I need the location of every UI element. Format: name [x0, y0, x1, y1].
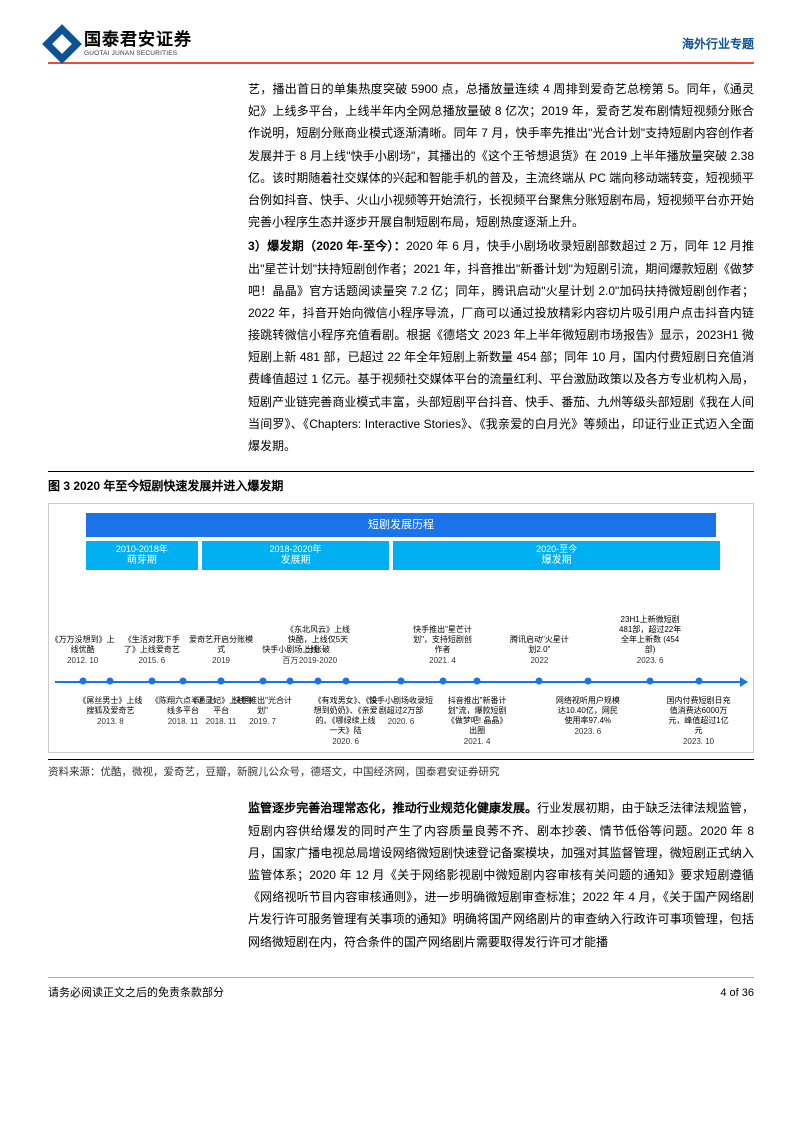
para3-body: 行业发展初期，由于缺乏法律法规监管，短剧内容供给爆发的同时产生了内容质量良莠不齐… [248, 801, 754, 948]
timeline-label: 爱奇艺开启分账模式2019 [188, 635, 254, 666]
timeline-label: 《屌丝男士》上线搜狐及爱奇艺2013. 8 [77, 696, 143, 727]
timeline-point [474, 678, 481, 685]
timeline-point [584, 678, 591, 685]
body-text-block-2: 监管逐步完善治理常态化，推动行业规范化健康发展。行业发展初期，由于缺乏法律法规监… [248, 797, 754, 952]
timeline-phase-row: 2010-2018年萌芽期2018-2020年发展期2020-至今爆发期 [85, 540, 717, 571]
timeline-area: 《万万没想到》上线优酷2012. 10《屌丝男士》上线搜狐及爱奇艺2013. 8… [55, 611, 747, 751]
timeline-point [218, 678, 225, 685]
timeline-label: 《生活对我下手了》上线爱奇艺2015. 6 [119, 635, 185, 666]
timeline-point [647, 678, 654, 685]
page-header: 国泰君安证券 GUOTAI JUNAN SECURITIES 海外行业专题 [48, 30, 754, 64]
figure-caption: 图 3 2020 年至今短剧快速发展并进入爆发期 [48, 471, 754, 496]
timeline-point [107, 678, 114, 685]
timeline-label: 快手小剧场收录短剧超过2万部2020. 6 [368, 696, 434, 727]
company-logo: 国泰君安证券 GUOTAI JUNAN SECURITIES [48, 30, 192, 58]
timeline-label: 《万万没想到》上线优酷2012. 10 [50, 635, 116, 666]
timeline-point [695, 678, 702, 685]
para2-lead: 3）爆发期（2020 年-至今）： [248, 239, 406, 253]
body-text-block-1: 艺，播出首日的单集热度突破 5900 点，总播放量连续 4 周排到爱奇艺总榜第 … [248, 78, 754, 457]
timeline-point [148, 678, 155, 685]
timeline-label: 23H1上新微短剧481部，超过22年全年上新数 (454部)2023. 6 [617, 615, 683, 666]
phase-cell: 2020-至今爆发期 [392, 540, 721, 571]
timeline-point [314, 678, 321, 685]
paragraph-1: 艺，播出首日的单集热度突破 5900 点，总播放量连续 4 周排到爱奇艺总榜第 … [248, 78, 754, 233]
timeline-label: 快手推出"星芒计划"，支持短剧创作者2021. 4 [410, 625, 476, 666]
timeline-point [342, 678, 349, 685]
phase-cell: 2010-2018年萌芽期 [85, 540, 199, 571]
timeline-label: 国内付费短剧日充值消费达6000万元，峰值超过1亿元2023. 10 [666, 696, 732, 747]
logo-mark-icon [42, 24, 82, 64]
timeline-label: 抖音推出"新番计划"流，爆款短剧《做梦吧! 晶晶》出圈2021. 4 [444, 696, 510, 747]
paragraph-2: 3）爆发期（2020 年-至今）：2020 年 6 月，快手小剧场收录短剧部数超… [248, 235, 754, 457]
timeline-point [536, 678, 543, 685]
timeline-point [259, 678, 266, 685]
para3-lead: 监管逐步完善治理常态化，推动行业规范化健康发展。 [248, 801, 537, 815]
timeline-point [439, 678, 446, 685]
timeline-point [287, 678, 294, 685]
page-footer: 请务必阅读正文之后的免责条款部分 4 of 36 [48, 977, 754, 1003]
footer-page-number: 4 of 36 [720, 984, 754, 1003]
timeline-point [79, 678, 86, 685]
figure-source: 资料来源：优酷，微视，爱奇艺，豆瓣，新腕儿公众号，德塔文，中国经济网，国泰君安证… [48, 759, 754, 782]
timeline-label: 网络视听用户规模达10.40亿，网民使用率97.4%2023. 6 [555, 696, 621, 737]
timeline-label: 腾讯启动"火星计划2.0"2022 [506, 635, 572, 666]
timeline-point [398, 678, 405, 685]
timeline-diagram: 短剧发展历程 2010-2018年萌芽期2018-2020年发展期2020-至今… [48, 503, 754, 753]
logo-en-text: GUOTAI JUNAN SECURITIES [84, 50, 192, 57]
header-section-label: 海外行业专题 [682, 34, 754, 54]
timeline-point [180, 678, 187, 685]
para2-body: 2020 年 6 月，快手小剧场收录短剧部数超过 2 万，同年 12 月推出"星… [248, 239, 754, 453]
phase-cell: 2018-2020年发展期 [201, 540, 391, 571]
timeline-banner: 短剧发展历程 [85, 512, 717, 539]
timeline-label: 《东北风云》上线快酷，上线仅5天分账破2019-2020 [285, 625, 351, 666]
logo-cn-text: 国泰君安证券 [84, 31, 192, 50]
timeline-label: 快手推出"光合计划"2019. 7 [230, 696, 296, 727]
footer-disclaimer: 请务必阅读正文之后的免责条款部分 [48, 984, 224, 1003]
paragraph-3: 监管逐步完善治理常态化，推动行业规范化健康发展。行业发展初期，由于缺乏法律法规监… [248, 797, 754, 952]
